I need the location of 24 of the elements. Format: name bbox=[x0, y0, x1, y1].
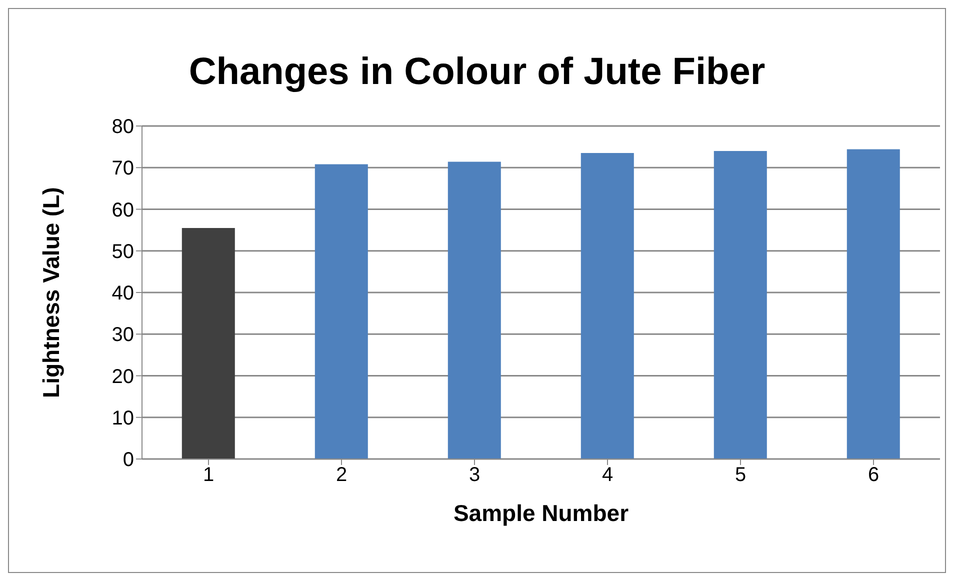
x-tick-label: 1 bbox=[202, 464, 214, 486]
bar bbox=[314, 164, 368, 459]
y-tick-label: 50 bbox=[112, 240, 134, 263]
x-tick-label: 5 bbox=[734, 464, 746, 486]
y-tick-label: 30 bbox=[112, 324, 134, 346]
x-tick-label: 4 bbox=[602, 464, 614, 486]
y-tick-label: 70 bbox=[112, 158, 134, 180]
bar bbox=[580, 153, 634, 459]
bar bbox=[182, 228, 235, 459]
x-tick-label: 6 bbox=[868, 464, 880, 486]
x-tick-label: 2 bbox=[336, 464, 348, 486]
bar bbox=[448, 162, 501, 459]
x-axis-title: Sample Number bbox=[453, 500, 629, 526]
chart-title: Changes in Colour of Jute Fiber bbox=[188, 51, 766, 94]
y-tick-label: 20 bbox=[112, 366, 134, 388]
bar bbox=[846, 149, 900, 459]
y-tick-label: 80 bbox=[112, 116, 134, 138]
y-tick-label: 40 bbox=[112, 282, 134, 305]
y-tick-label: 60 bbox=[112, 199, 134, 222]
y-tick-label: 10 bbox=[112, 407, 134, 430]
bar bbox=[714, 150, 767, 459]
y-tick-label: 0 bbox=[122, 449, 134, 472]
x-tick-label: 3 bbox=[468, 464, 480, 486]
y-axis-title: Lightness Value (L) bbox=[38, 187, 64, 398]
